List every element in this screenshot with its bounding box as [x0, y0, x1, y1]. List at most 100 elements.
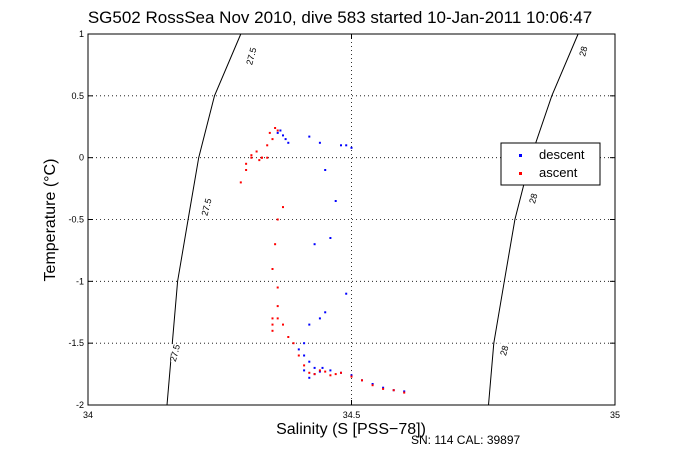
ascent-point [297, 354, 300, 357]
x-axis-label: Salinity (S [PSS−78]) [276, 421, 426, 438]
ascent-point [350, 375, 353, 378]
ascent-point [361, 379, 363, 382]
y-tick-label: -0.5 [68, 215, 84, 225]
ascent-point [274, 127, 277, 129]
descent-point [308, 360, 311, 363]
descent-point [308, 135, 311, 138]
ascent-point [271, 138, 274, 141]
ascent-point [271, 323, 274, 326]
descent-point [303, 342, 306, 345]
density-contours: 27.5 27.5 27.5 28 28 28 [166, 33, 590, 406]
y-axis-label: Temperature (°C) [42, 159, 59, 282]
ascent-point [308, 371, 311, 374]
descent-point [313, 366, 316, 369]
y-tick-label: 1 [79, 29, 84, 39]
x-axis-ticks: 34 34.5 35 [83, 34, 620, 420]
x-tick-label: 35 [610, 410, 620, 420]
descent-point [318, 317, 321, 320]
ascent-point [245, 169, 248, 171]
ascent-point [313, 373, 316, 376]
x-tick-label: 34 [83, 410, 93, 420]
legend-marker-ascent [519, 172, 522, 175]
descent-point [334, 200, 337, 202]
contour-label: 28 [498, 344, 510, 356]
ascent-point [371, 384, 374, 387]
legend: descent ascent [500, 142, 601, 186]
descent-point [329, 237, 332, 239]
ascent-point [282, 323, 284, 326]
contour-label: 28 [527, 192, 539, 204]
y-tick-label: -2 [76, 400, 84, 410]
ascent-point [266, 144, 269, 147]
contour-label: 28 [577, 45, 589, 57]
y-tick-label: 0.5 [71, 91, 84, 101]
contour-label-bg [202, 198, 211, 217]
contour-label-bg [529, 189, 538, 208]
ascent-point [276, 305, 279, 308]
ascent-point [340, 371, 342, 374]
descent-point [287, 141, 290, 144]
x-tick-label: 34.5 [343, 410, 361, 420]
ascent-point [282, 206, 284, 209]
ascent-point [250, 156, 253, 159]
ascent-point [271, 268, 274, 270]
descent-point [324, 169, 327, 171]
ascent-point [392, 389, 395, 392]
calibration-footer: SN: 114 CAL: 39897 [411, 433, 521, 447]
descent-point [340, 144, 342, 147]
density-contour-line [166, 33, 242, 406]
ascent-point [292, 342, 295, 345]
y-tick-label: -1.5 [68, 338, 84, 348]
ascent-point [276, 129, 279, 132]
descent-point [308, 376, 311, 379]
descent-point [324, 311, 327, 314]
contour-label: 27.5 [199, 197, 213, 217]
descent-point [321, 366, 324, 369]
plot-frame [87, 33, 616, 406]
y-tick-label: -1 [76, 276, 84, 286]
contour-label-bg [247, 47, 256, 66]
ascent-point [334, 373, 337, 376]
descent-point [303, 369, 306, 372]
legend-marker-descent [519, 154, 522, 157]
descent-point [303, 354, 306, 357]
ascent-point [271, 317, 274, 320]
contour-label-bg [579, 42, 588, 61]
ascent-point [268, 131, 271, 134]
y-tick-label: 0 [79, 153, 84, 163]
ascent-point [276, 218, 279, 221]
ascent-point [250, 154, 253, 157]
ascent-point [258, 159, 261, 162]
grid-lines [88, 34, 615, 405]
descent-point [318, 141, 321, 144]
ascent-point [276, 317, 279, 320]
ascent-point [303, 364, 306, 367]
y-axis-ticks: -2 -1.5 -1 -0.5 0 0.5 1 [68, 29, 615, 410]
descent-point [308, 323, 311, 326]
ascent-point [255, 150, 258, 153]
ascent-point [271, 329, 274, 332]
data-points [239, 127, 406, 394]
contour-label-bg [170, 344, 179, 363]
descent-point [345, 144, 348, 147]
ascent-point [403, 391, 406, 394]
ascent-point [329, 374, 332, 377]
legend-box [500, 142, 601, 186]
descent-point [282, 134, 284, 137]
descent-point [350, 374, 353, 377]
descent-point [382, 386, 385, 389]
descent-point [371, 383, 374, 385]
contour-label-bg [500, 341, 509, 360]
descent-point [284, 138, 287, 141]
ascent-point [276, 286, 279, 289]
ascent-point [245, 162, 248, 165]
ascent-point [266, 156, 269, 159]
descent-point [403, 390, 406, 393]
descent-point [318, 370, 321, 373]
descent-point [276, 131, 279, 134]
legend-label-ascent: ascent [539, 165, 578, 180]
ascent-point [382, 387, 385, 390]
descent-point [350, 146, 353, 149]
density-contour-line [488, 33, 579, 406]
